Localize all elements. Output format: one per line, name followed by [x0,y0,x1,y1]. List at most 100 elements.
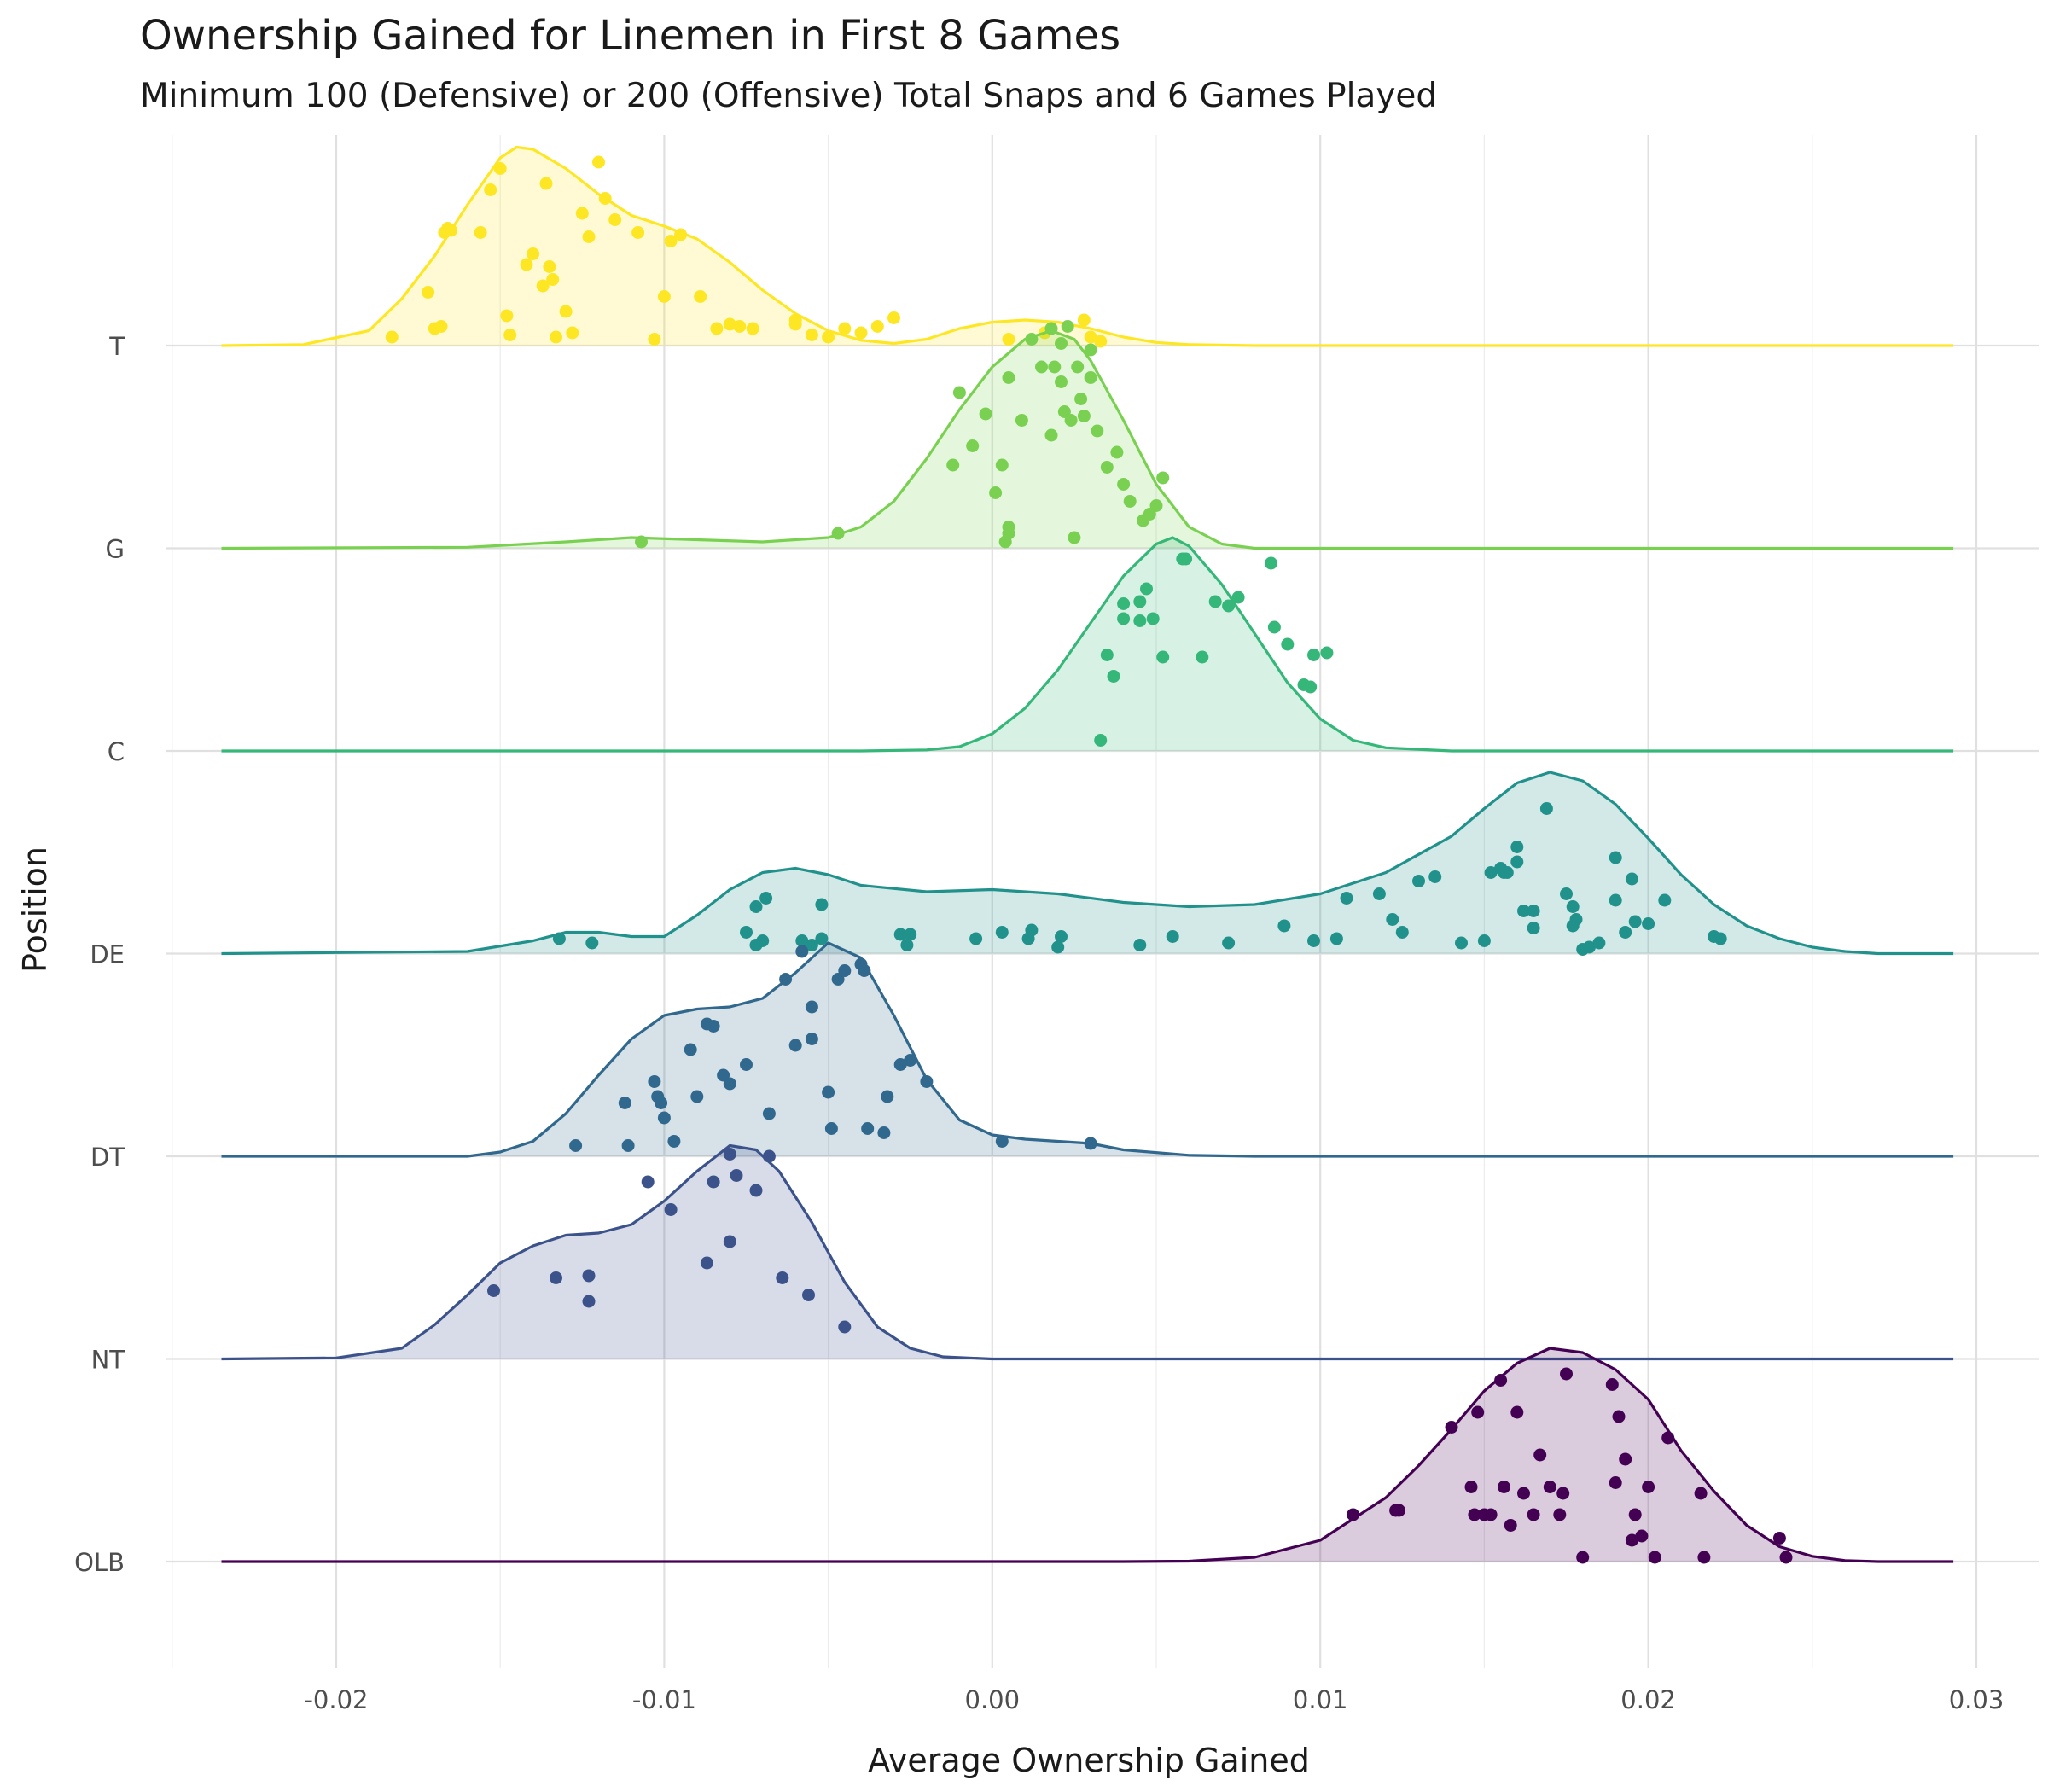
data-point [621,1139,635,1152]
data-point [779,973,793,986]
data-point [1504,1519,1517,1532]
data-point [608,213,622,226]
data-point [1117,597,1131,610]
data-point [1347,1508,1360,1521]
data-point [1569,913,1583,926]
data-point [1281,637,1295,651]
data-point [582,230,596,243]
density-line [221,536,1954,753]
data-point [592,155,605,169]
x-axis-title: Average Ownership Gained [868,1742,1310,1779]
x-tick-label: 0.00 [965,1685,1021,1714]
density-fill [221,147,1954,346]
data-point [1340,892,1353,905]
data-point [746,322,759,335]
y-tick-label-de: DE [90,940,125,969]
data-point [1553,1508,1567,1521]
density-line [221,771,1954,956]
data-point [1265,556,1277,570]
data-point [1208,595,1222,608]
ridge-de [221,771,1954,956]
data-point [893,1058,907,1071]
data-point [1307,649,1320,661]
data-point [805,329,818,341]
data-point [1094,335,1108,348]
data-point [838,964,852,977]
density-fill [221,943,1954,1156]
data-point [700,1256,713,1270]
data-point [585,936,599,950]
data-point [1455,936,1468,950]
data-point [552,932,566,945]
data-point [1196,650,1209,664]
data-point [520,258,533,271]
data-point [1395,926,1409,939]
data-point [1071,360,1085,374]
data-point [1044,322,1058,335]
ridge-dt [221,941,1954,1158]
data-point [904,928,917,941]
data-point [1612,1410,1626,1423]
data-point [969,932,983,945]
data-point [1527,922,1540,934]
data-point [1619,926,1632,939]
data-point [550,1271,562,1284]
data-point [749,1184,763,1197]
data-point [1484,1508,1498,1521]
data-point [1100,461,1114,474]
data-point [1035,360,1048,374]
data-point [723,1235,736,1248]
data-point [707,1020,720,1033]
data-point [1576,1551,1590,1564]
density-line [221,329,1954,550]
data-point [664,235,678,247]
data-point [762,1149,776,1163]
data-point [952,386,966,399]
data-point [1140,582,1153,596]
data-point [1628,1508,1642,1521]
data-point [1464,1481,1478,1493]
data-point [1510,855,1524,869]
data-point [904,1054,917,1067]
data-point [1556,1487,1570,1500]
density-fill [221,772,1954,954]
data-point [995,926,1009,939]
data-point [1592,936,1606,950]
data-point [657,290,671,303]
data-point [631,226,645,239]
data-point [1146,612,1160,625]
data-point [795,934,809,947]
data-point [674,228,688,241]
density-fill [221,1348,1954,1562]
data-point [1133,595,1147,608]
x-tick-label: 0.01 [1293,1685,1348,1714]
data-point [1277,919,1291,933]
data-point [1713,932,1727,945]
data-point [1609,1476,1622,1489]
data-point [559,305,573,318]
data-point [1560,1367,1573,1381]
data-point [1543,1481,1556,1493]
x-axis-labels: -0.02 -0.01 0.00 0.01 0.02 0.03 [304,1685,2004,1714]
y-axis-labels: T G C DE DT NT OLB [74,332,125,1577]
data-point [1156,471,1170,485]
data-point [822,1085,835,1099]
data-point [1527,905,1540,917]
density-line [221,1347,1954,1563]
data-point [1609,851,1622,864]
data-point [733,320,747,333]
data-point [1084,371,1097,384]
data-point [1002,333,1015,346]
data-point [815,898,829,911]
data-point [1267,620,1281,634]
data-point [1179,552,1193,566]
data-point [946,458,960,472]
data-point [569,1139,583,1152]
data-point [995,458,1009,472]
data-point [861,1122,875,1135]
data-point [1084,343,1097,357]
data-point [877,1126,891,1139]
y-axis-title: Position [16,847,54,973]
data-point [1658,893,1672,907]
